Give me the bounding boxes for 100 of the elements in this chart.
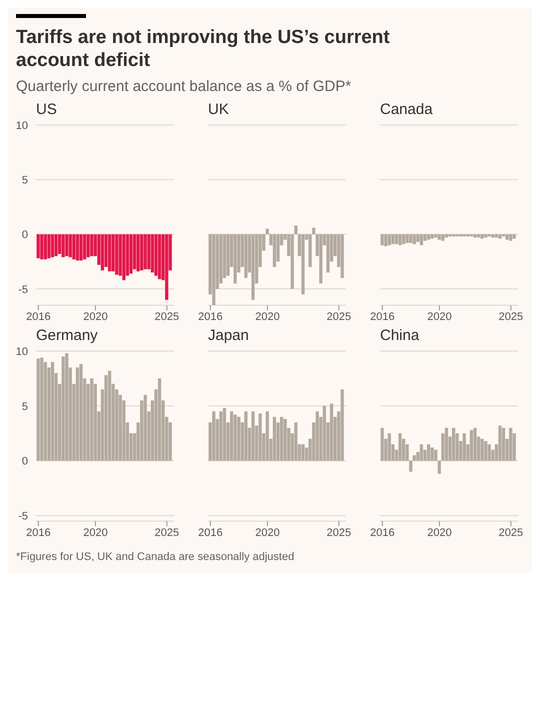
y-tick-label: -5	[18, 510, 28, 523]
bar	[316, 412, 319, 462]
bar	[326, 234, 330, 273]
x-tick-label: 2025	[326, 527, 352, 540]
y-tick-label: -5	[18, 284, 28, 296]
text: *Figures for US, UK and Canada are seasonally adjusted	[15, 550, 296, 564]
series-label: Germany	[36, 327, 99, 346]
x-tick-label: 2016	[370, 527, 395, 540]
chart-subtitle: Quarterly current account balance as a % of GDP*	[16, 78, 352, 95]
y-tick-label: 5	[22, 401, 28, 414]
chart-title: Tariffs are not improving the US’s current account deficit	[16, 26, 391, 72]
bar	[272, 417, 276, 462]
bar	[301, 234, 305, 294]
bar	[319, 234, 322, 284]
bar	[398, 434, 402, 462]
x-tick-label: 2020	[427, 527, 452, 540]
x-tick-label: 2025	[326, 311, 352, 324]
bar	[258, 414, 262, 462]
bar	[230, 412, 234, 462]
bar	[226, 234, 230, 276]
x-tick-label: 2020	[83, 311, 108, 324]
text: China	[380, 327, 420, 346]
bar	[430, 448, 434, 462]
bar	[272, 234, 276, 268]
bar	[40, 358, 44, 462]
bar	[234, 414, 237, 462]
bar	[480, 439, 484, 462]
bar	[498, 426, 502, 462]
x-tick-label: 2020	[255, 527, 280, 540]
bar	[509, 428, 512, 462]
bar	[36, 358, 40, 462]
bar	[340, 234, 344, 278]
bar	[266, 412, 269, 462]
bar	[488, 444, 491, 462]
bar	[104, 375, 108, 462]
bar	[244, 234, 248, 278]
bar	[158, 378, 162, 462]
text: Japan	[208, 327, 250, 346]
x-tick-label: 2025	[154, 311, 180, 324]
bar	[144, 395, 147, 462]
x-tick-label: 2016	[26, 311, 51, 324]
bar	[266, 228, 269, 234]
bar	[420, 444, 424, 462]
y-tick-label: 0	[22, 456, 28, 468]
text: Canada	[380, 101, 434, 119]
bar	[484, 441, 488, 462]
bar	[244, 412, 248, 462]
x-tick-label: 2025	[154, 527, 180, 540]
x-tick-label: 2016	[198, 311, 223, 324]
text: US	[36, 101, 58, 119]
bar	[212, 412, 216, 462]
x-tick-label: 2025	[498, 311, 524, 324]
y-tick-label: 10	[16, 346, 28, 358]
bar	[388, 434, 391, 462]
bar	[308, 234, 312, 268]
bar	[380, 428, 384, 462]
bar	[462, 434, 466, 462]
bar	[438, 461, 441, 474]
bar	[62, 356, 65, 462]
bar	[444, 428, 448, 462]
bar	[251, 412, 255, 462]
y-tick-label: 5	[22, 174, 28, 187]
bar	[284, 419, 287, 462]
bar	[434, 450, 438, 462]
bar	[251, 234, 255, 300]
x-tick-label: 2016	[370, 311, 395, 324]
bar	[212, 234, 216, 306]
bar	[330, 404, 334, 462]
bar	[219, 412, 223, 462]
text: UK	[208, 101, 230, 119]
x-tick-label: 2016	[198, 527, 223, 540]
bar	[340, 390, 344, 462]
y-tick-label: 0	[22, 229, 28, 242]
bar	[280, 417, 284, 462]
bar	[322, 406, 326, 462]
bar	[65, 353, 68, 462]
bar	[76, 368, 80, 462]
bar	[290, 234, 294, 289]
bar	[294, 422, 298, 462]
bar	[473, 428, 477, 462]
bar	[470, 430, 474, 462]
bar	[502, 428, 506, 462]
bar	[237, 417, 240, 462]
x-tick-label: 2020	[83, 527, 108, 540]
bar	[452, 428, 456, 462]
bar	[426, 444, 430, 462]
bar	[412, 456, 416, 462]
bar	[409, 461, 412, 472]
bar	[90, 378, 94, 462]
bar	[294, 226, 298, 234]
bar	[312, 228, 316, 234]
bar	[222, 408, 226, 462]
y-tick-label: 10	[16, 120, 28, 132]
bar	[108, 371, 112, 462]
x-tick-label: 2020	[427, 311, 452, 324]
x-tick-label: 2016	[26, 527, 51, 540]
x-tick-label: 2025	[498, 527, 524, 540]
bar	[79, 364, 83, 462]
bar	[301, 444, 305, 462]
x-tick-label: 2020	[255, 311, 280, 324]
